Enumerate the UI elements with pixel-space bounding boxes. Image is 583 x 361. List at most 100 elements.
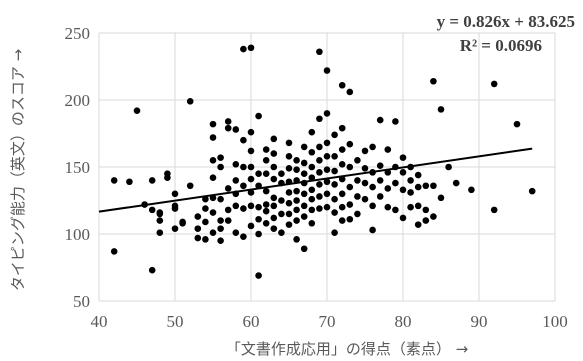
data-point <box>338 146 346 153</box>
data-point <box>270 150 278 157</box>
data-point <box>414 183 422 191</box>
data-point <box>331 181 338 188</box>
data-point <box>346 201 354 208</box>
data-point <box>331 195 338 203</box>
data-point <box>399 154 407 161</box>
data-point <box>437 194 445 202</box>
data-point <box>392 206 399 214</box>
data-point <box>376 162 384 169</box>
data-point <box>513 120 521 128</box>
x-tick-label: 80 <box>395 312 412 331</box>
data-point <box>323 110 331 117</box>
data-point <box>437 106 445 113</box>
data-point <box>323 67 331 74</box>
data-point <box>194 234 202 242</box>
data-point <box>217 163 224 171</box>
data-point <box>361 165 369 172</box>
data-point <box>331 131 338 139</box>
data-point <box>300 213 308 220</box>
data-point <box>468 186 475 194</box>
data-point <box>285 210 293 218</box>
data-point <box>255 230 262 238</box>
data-point <box>300 202 308 210</box>
data-point <box>224 185 232 192</box>
data-point <box>331 167 338 175</box>
x-axis-title: 「文書作成応用」の得点（素点） → <box>226 340 468 358</box>
data-point <box>262 187 270 195</box>
data-point <box>316 48 323 56</box>
data-point <box>490 206 498 214</box>
data-point <box>369 202 376 210</box>
data-point <box>240 45 247 53</box>
data-point <box>300 190 308 198</box>
data-point <box>240 205 247 212</box>
data-point <box>384 185 392 192</box>
data-point <box>308 186 316 194</box>
data-point <box>202 195 209 203</box>
data-point <box>361 179 369 187</box>
data-point <box>316 181 323 188</box>
data-point <box>445 163 452 171</box>
data-point <box>361 195 369 203</box>
data-point <box>376 193 384 200</box>
data-point <box>270 214 278 222</box>
data-point <box>300 245 308 253</box>
data-point <box>209 157 217 164</box>
data-point <box>278 210 285 218</box>
data-point <box>414 221 422 228</box>
data-point <box>224 124 232 132</box>
data-points <box>110 44 536 279</box>
data-point <box>338 161 346 168</box>
data-point <box>308 195 316 203</box>
data-point <box>202 236 209 243</box>
data-point <box>247 202 255 210</box>
data-point <box>126 178 133 186</box>
data-point <box>110 177 118 184</box>
data-point <box>209 120 217 128</box>
data-point <box>338 217 346 224</box>
gridlines <box>98 32 556 302</box>
data-point <box>247 222 255 230</box>
data-point <box>323 152 331 160</box>
data-point <box>110 248 118 255</box>
data-point <box>422 217 430 224</box>
data-point <box>202 205 209 212</box>
data-point <box>194 213 202 220</box>
data-point <box>247 189 255 196</box>
data-point <box>354 210 361 218</box>
data-point <box>247 147 255 155</box>
data-point <box>293 187 300 195</box>
data-point <box>255 112 262 120</box>
data-point <box>240 182 247 190</box>
data-point <box>308 174 316 182</box>
data-point <box>300 143 308 151</box>
data-point <box>346 215 354 223</box>
data-point <box>217 225 224 232</box>
data-point <box>376 116 384 124</box>
data-point <box>338 124 346 132</box>
data-point <box>148 266 156 274</box>
data-point <box>171 205 179 212</box>
data-point <box>278 229 285 236</box>
data-point <box>262 207 270 215</box>
data-point <box>232 202 240 210</box>
data-point <box>148 177 156 184</box>
x-tick-label: 100 <box>542 312 568 331</box>
y-tick-label: 150 <box>65 158 91 177</box>
data-point <box>354 193 361 200</box>
data-point <box>316 193 323 200</box>
data-point <box>308 148 316 156</box>
data-point <box>384 146 392 153</box>
data-point <box>224 206 232 214</box>
data-point <box>308 163 316 171</box>
data-point <box>156 229 164 236</box>
data-point <box>316 115 323 123</box>
data-point <box>308 219 316 227</box>
data-point <box>293 166 300 173</box>
data-point <box>255 203 262 211</box>
data-point <box>452 179 460 187</box>
data-point <box>217 237 224 244</box>
data-point <box>240 136 247 144</box>
data-point <box>232 177 240 184</box>
